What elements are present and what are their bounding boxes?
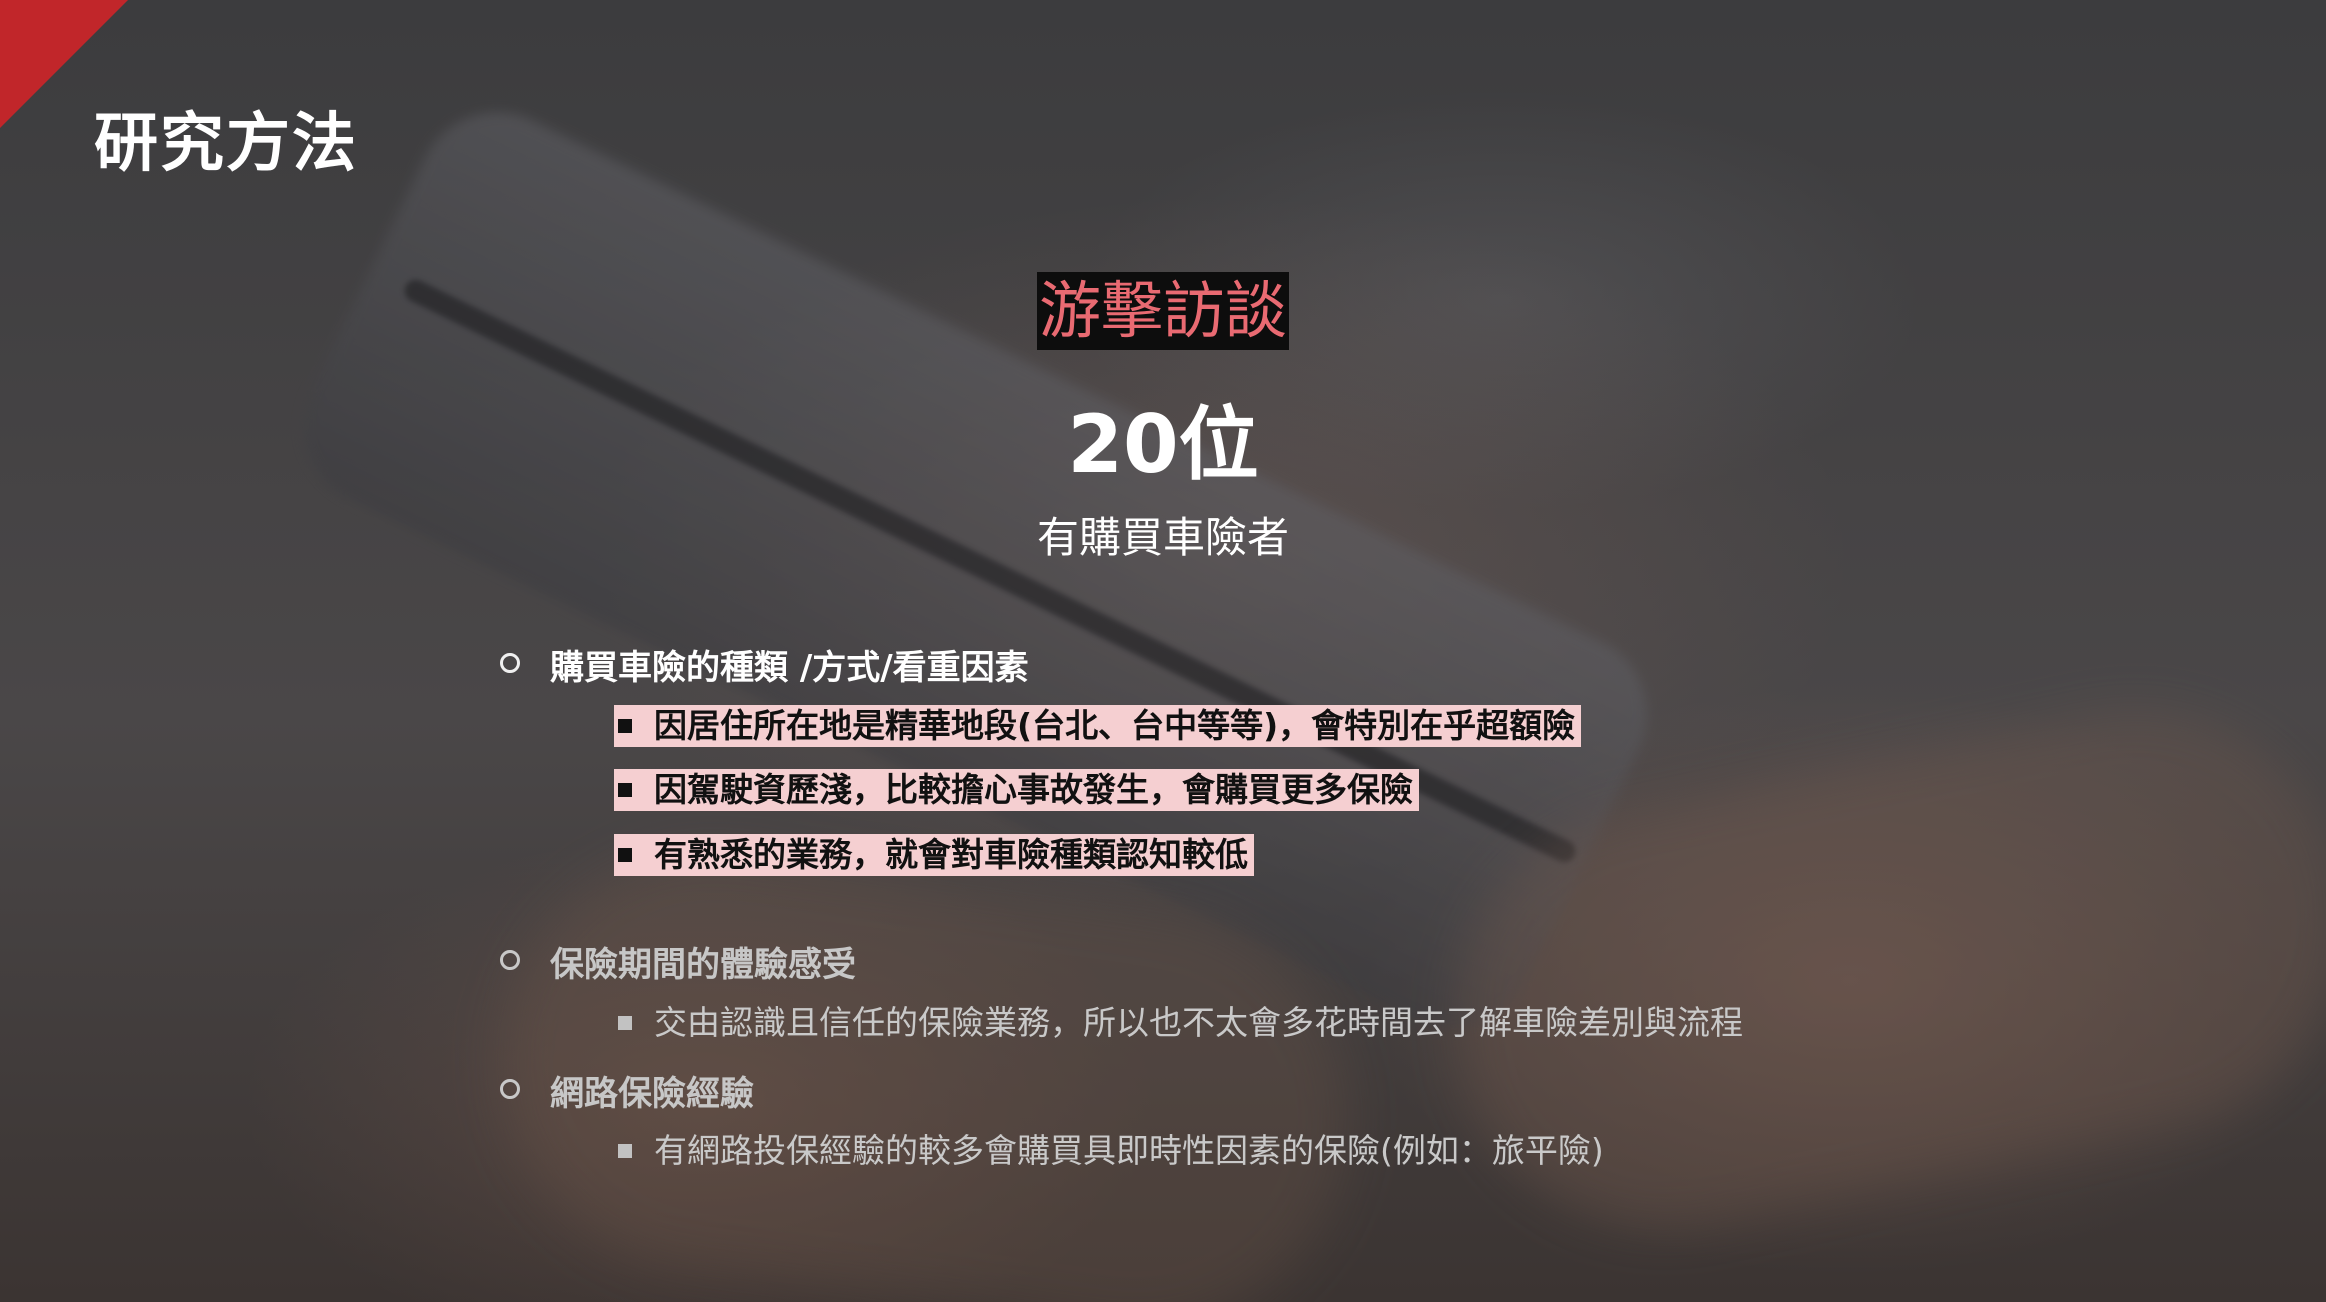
highlight-item-3: 有熟悉的業務，就會對車險種類認知較低 (614, 834, 1254, 876)
highlight-item-1: 因居住所在地是精華地段(台北、台中等等)，會特別在乎超額險 (614, 705, 1582, 747)
circle-bullet-icon (500, 653, 520, 673)
section-heading-2: 保險期間的體驗感受 (550, 945, 856, 985)
section-2-item-1-text: 交由認識且信任的保險業務，所以也不太會多花時間去了解車險差別與流程 (654, 1003, 1743, 1042)
section-heading-3: 網路保險經驗 (550, 1074, 754, 1114)
section-3-item-1-text: 有網路投保經驗的較多會購買具即時性因素的保險(例如：旅平險) (654, 1131, 1604, 1170)
square-bullet-icon (618, 1016, 632, 1030)
square-bullet-icon (618, 848, 632, 862)
participant-count: 20位 (1067, 398, 1259, 491)
square-bullet-icon (618, 783, 632, 797)
highlight-item-2: 因駕駛資歷淺，比較擔心事故發生，會購買更多保險 (614, 769, 1419, 811)
section-heading-1: 購買車險的種類 /方式/看重因素 (550, 648, 1029, 688)
section-2-item-1: 交由認識且信任的保險業務，所以也不太會多花時間去了解車險差別與流程 (614, 1002, 1743, 1044)
method-tag-row: 游擊訪談 (0, 272, 2326, 350)
circle-bullet-icon (500, 1079, 520, 1099)
square-bullet-icon (618, 719, 632, 733)
highlight-item-3-text: 有熟悉的業務，就會對車險種類認知較低 (654, 835, 1248, 874)
section-3-item-1: 有網路投保經驗的較多會購買具即時性因素的保險(例如：旅平險) (614, 1130, 1604, 1172)
highlight-item-1-text: 因居住所在地是精華地段(台北、台中等等)，會特別在乎超額險 (654, 706, 1576, 745)
square-bullet-icon (618, 1144, 632, 1158)
participant-subject: 有購買車險者 (1036, 513, 1289, 562)
corner-accent-triangle (0, 0, 128, 128)
method-tag: 游擊訪談 (1036, 272, 1289, 350)
highlight-item-2-text: 因駕駛資歷淺，比較擔心事故發生，會購買更多保險 (654, 770, 1413, 809)
circle-bullet-icon (500, 950, 520, 970)
page-title: 研究方法 (94, 107, 358, 181)
